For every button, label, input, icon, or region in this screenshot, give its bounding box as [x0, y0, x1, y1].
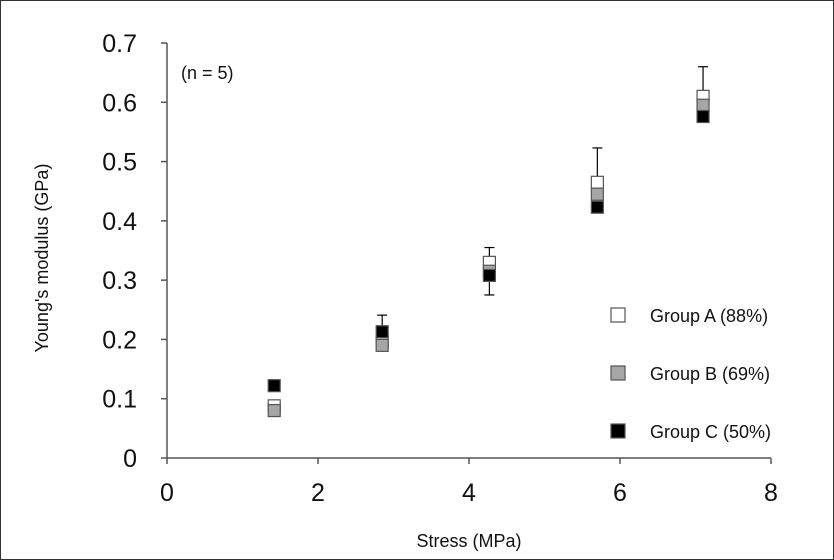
y-tick-label: 0	[123, 445, 137, 473]
data-point	[590, 187, 604, 201]
y-tick-label: 0.3	[102, 267, 137, 295]
legend-marker	[610, 423, 626, 439]
x-tick-label: 0	[160, 479, 174, 507]
x-axis-title: Stress (MPa)	[416, 531, 521, 551]
y-tick-label: 0.4	[102, 208, 137, 236]
legend-marker	[610, 307, 626, 323]
legend-label: Group A (88%)	[650, 306, 768, 326]
legend: Group A (88%) Group B (69%) Group C (50%)	[610, 306, 771, 442]
y-tick-label: 0.2	[102, 326, 137, 354]
x-tick-label: 2	[311, 479, 325, 507]
x-tick-label: 8	[764, 479, 778, 507]
error-bars	[377, 66, 709, 332]
data-points	[267, 89, 710, 418]
data-point	[590, 200, 604, 214]
data-point	[375, 325, 389, 339]
y-axis-title: Young's modulus (GPa)	[32, 164, 52, 353]
data-point	[696, 109, 710, 124]
x-tick-label: 6	[613, 479, 627, 507]
tick-labels: 0 0.1 0.2 0.3 0.4 0.5 0.6 0.7 0 2 4 6 8	[102, 30, 778, 507]
axes	[161, 42, 772, 464]
data-point	[375, 338, 389, 352]
data-point	[590, 175, 604, 189]
data-point	[696, 98, 710, 112]
data-point	[482, 268, 496, 282]
y-tick-label: 0.7	[102, 30, 137, 58]
legend-marker	[610, 365, 626, 381]
y-tick-label: 0.5	[102, 149, 137, 177]
y-tick-label: 0.1	[102, 386, 137, 414]
y-tick-label: 0.6	[102, 89, 137, 117]
data-point	[267, 403, 281, 418]
legend-label: Group C (50%)	[650, 422, 771, 442]
x-tick-label: 4	[462, 479, 476, 507]
legend-label: Group B (69%)	[650, 364, 770, 384]
data-point	[267, 379, 281, 393]
sample-size-annotation: (n = 5)	[181, 63, 234, 83]
